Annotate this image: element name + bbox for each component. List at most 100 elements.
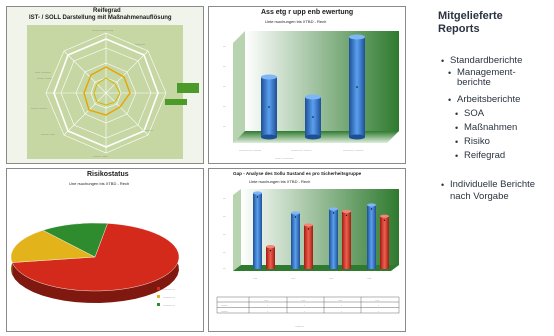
grouped-bar-top-red-1 (266, 245, 275, 249)
radar-axis-labels: ....... ........ ..... .......... ..... … (31, 28, 153, 158)
grouped-bar-label-blue-2 (294, 216, 297, 218)
grouped-bar-blue-1 (253, 193, 262, 269)
bar-label-3 (356, 86, 358, 88)
grouped-bar-graphic: ............... .................... ...… (216, 189, 400, 329)
sidebar-bullet: • (441, 56, 445, 66)
sidebar-bullet: • (455, 123, 459, 133)
grouped-bar-red-2 (304, 225, 313, 269)
bar-chart-panel: Ass etg r upp enb ewertung Unte rsuchung… (208, 6, 406, 164)
radar-chart-subtitle: IST- / SOLL Darstellung mit Maßnahmenauf… (29, 15, 172, 21)
svg-text:.....: ..... (301, 298, 306, 302)
pie-chart-subtitle: Une rsuchungen bis XTBD - Rech (69, 181, 130, 186)
sidebar-bullet: • (448, 95, 452, 105)
svg-text:........ .....: ........ ..... (41, 132, 55, 136)
svg-text:.: . (378, 309, 379, 313)
radar-mass-line (93, 77, 121, 106)
bar-top-1 (261, 74, 277, 80)
radar-chart-panel: Reifegrad IST- / SOLL Darstellung mit Ma… (6, 6, 204, 164)
sidebar-item: berichte (457, 77, 491, 88)
svg-text:...: ... (223, 124, 226, 128)
bar-base-2 (305, 134, 321, 140)
svg-text:...: ... (223, 44, 226, 48)
sidebar-item: Management- (457, 67, 516, 78)
svg-text:.: . (341, 309, 342, 313)
svg-text:............: ............ (163, 295, 175, 299)
sidebar-item: Maßnahmen (464, 122, 518, 133)
svg-text:.....: ..... (375, 298, 380, 302)
svg-text:.....: ..... (264, 298, 269, 302)
sidebar-bullet: • (455, 151, 459, 161)
svg-text:...: ... (223, 104, 226, 108)
svg-text:............ ........: ............ ........ (291, 148, 311, 152)
grouped-left-wall (233, 189, 241, 271)
bar-series (261, 34, 365, 140)
sidebar-title: Mitgelieferte Reports (438, 10, 552, 36)
reports-sidebar: Mitgelieferte Reports (438, 10, 552, 36)
grouped-bar-label-blue-1 (256, 196, 259, 198)
svg-text:............: ............ (163, 287, 175, 291)
svg-text:........: ........ (221, 303, 228, 307)
pie-slice-2 (10, 230, 96, 263)
bar-label-1 (268, 106, 270, 108)
sidebar-item: nach Vorgabe (450, 191, 509, 202)
grouped-bar-red-3 (342, 211, 351, 269)
grouped-bar-blue-2 (291, 213, 300, 269)
bar-top-3 (349, 34, 365, 40)
grouped-bar-top-red-4 (380, 214, 389, 218)
bar-chart-subtitle: Unte rsuchungen bis XTBD - Rech (265, 19, 327, 24)
bar-label-2 (312, 116, 314, 118)
radar-chart-title: Reifegrad (93, 8, 121, 14)
grouped-bar-blue-3 (329, 209, 338, 269)
grouped-x-label-2: ..... (291, 276, 296, 280)
bar-base-3 (349, 134, 365, 140)
grouped-bar-label-red-4 (383, 219, 386, 221)
grouped-bar-label-red-3 (345, 214, 348, 217)
sidebar-item: Standardberichte (450, 55, 523, 66)
sidebar-bullet: • (455, 109, 459, 119)
svg-text:........ ......: ........ ...... (93, 154, 108, 158)
svg-text:.....: ..... (338, 298, 343, 302)
radar-legend-box-2 (165, 99, 187, 105)
grouped-bar-label-blue-4 (370, 208, 373, 210)
bar-top-2 (305, 94, 321, 100)
sidebar-title-line-1: Mitgelieferte (438, 10, 503, 22)
svg-text:.: . (304, 309, 305, 313)
grouped-bar-title: Gap - Analyse des Sollu Sustand es pro S… (233, 171, 362, 176)
grouped-table-text: .................... ................ ..… (221, 298, 380, 329)
sidebar-item: Risiko (464, 136, 490, 147)
grouped-bar-top-red-3 (342, 209, 351, 213)
svg-text:............: ............ (163, 303, 175, 307)
svg-text:.: . (378, 303, 379, 307)
svg-text:....... .......: ....... ....... (37, 76, 52, 80)
sidebar-item: SOA (464, 108, 485, 119)
svg-text:...: ... (223, 196, 226, 200)
grouped-bar-top-blue-4 (367, 203, 376, 207)
svg-text:..........: .......... (135, 42, 145, 46)
grouped-data-table (216, 296, 400, 314)
svg-text:..........: .......... (143, 128, 153, 132)
svg-text:........... .........: ........... ......... (343, 148, 363, 152)
svg-text:...: ... (223, 266, 226, 270)
svg-text:.: . (267, 303, 268, 307)
svg-text:....... ........ .....: ....... ........ ..... (92, 28, 113, 32)
pie-legend: ............ ............ ............ (157, 287, 175, 307)
svg-text:...... ............: ...... ............ (275, 156, 294, 160)
sidebar-item: Individuelle Berichte (450, 179, 536, 190)
bar-left-wall (233, 31, 245, 143)
grouped-bar-label-red-1 (269, 249, 272, 252)
svg-text:.............. ........: .............. ........ (239, 148, 261, 152)
svg-text:...: ... (223, 84, 226, 88)
bar-chart-graphic: ............... .............. ........ … (223, 31, 399, 160)
radar-grid (45, 32, 167, 154)
grouped-bar-label-blue-3 (332, 212, 335, 214)
pie-slice-3 (42, 222, 108, 258)
pie-chart-title: Risikostatus (87, 171, 129, 178)
radar-soll-line (53, 38, 159, 148)
svg-text:...: ... (223, 64, 226, 68)
pie-slices (10, 222, 180, 303)
grouped-y-ticks: ............... (223, 196, 226, 270)
grouped-bar-label-red-2 (307, 228, 310, 230)
grouped-bar-panel: Gap - Analyse des Sollu Sustand es pro S… (208, 168, 406, 332)
svg-text:...: ... (223, 214, 226, 218)
sidebar-item: Reifegrad (464, 150, 506, 161)
